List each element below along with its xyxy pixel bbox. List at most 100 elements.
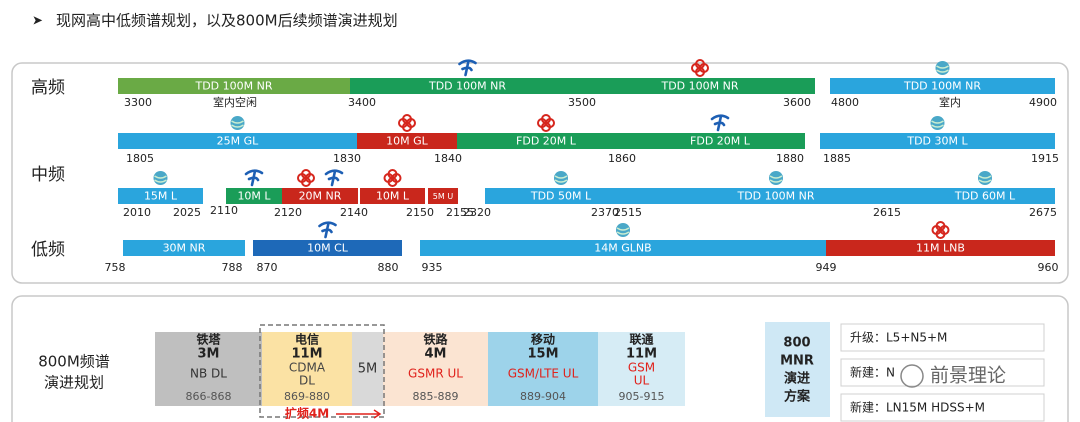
use: CDMA xyxy=(289,361,326,375)
scale-label: 2140 xyxy=(340,206,368,219)
spectrum-panel xyxy=(11,62,1069,284)
scale-label: 2010 xyxy=(123,206,151,219)
scale-label: 788 xyxy=(222,261,243,274)
band-bar xyxy=(118,188,203,204)
logo-part xyxy=(616,227,630,235)
unicom-logo xyxy=(398,114,416,132)
mobile-logo xyxy=(935,61,950,75)
logo-part xyxy=(301,177,311,187)
operator: 铁塔 xyxy=(196,332,221,347)
mobile-logo xyxy=(978,171,992,185)
range: 889-904 xyxy=(520,390,566,403)
plan-box xyxy=(765,322,830,417)
mobile-logo xyxy=(930,116,945,130)
band-label: FDD 20M L xyxy=(516,135,577,148)
size: 11M xyxy=(291,347,322,362)
extension-arrow xyxy=(336,409,382,419)
telecom-logo xyxy=(710,114,730,132)
band-label: TDD 100M NR xyxy=(194,80,272,93)
scale-label: 1885 xyxy=(823,152,851,165)
scale-label: 2370 xyxy=(591,206,619,219)
scale-label: 960 xyxy=(1038,261,1059,274)
scale-label: 1860 xyxy=(608,152,636,165)
spectrum-cell xyxy=(488,332,598,406)
scale-label: 3600 xyxy=(783,96,811,109)
use: UL xyxy=(634,374,650,388)
band-label: 25M GL xyxy=(217,135,260,148)
logo-part xyxy=(154,175,167,183)
mobile-logo xyxy=(230,116,245,130)
watermark: 前景理论 xyxy=(900,364,1006,388)
spectrum-cell xyxy=(598,332,685,406)
scale-label: 2615 xyxy=(873,206,901,219)
plan-option: 升级：L5+N5+M xyxy=(850,331,947,345)
bullet: ➤ xyxy=(32,14,43,29)
scale-label: 2110 xyxy=(210,204,238,217)
telecom-logo xyxy=(324,169,344,187)
band-bar xyxy=(350,78,585,94)
band-bar xyxy=(360,188,425,204)
watermark-text: 前景理论 xyxy=(930,365,1006,387)
logo-part xyxy=(554,175,568,183)
band-bar xyxy=(226,188,282,204)
scale-label: 2155 xyxy=(446,206,474,219)
scale-label: 1840 xyxy=(434,152,462,165)
scale-label: 935 xyxy=(422,261,443,274)
band-bar xyxy=(637,188,915,204)
band-label: TDD 60M L xyxy=(954,190,1016,203)
band-bar xyxy=(485,188,637,204)
scale-label: 2025 xyxy=(173,206,201,219)
telecom-logo xyxy=(458,59,477,77)
band-label: TDD 100M NR xyxy=(736,190,814,203)
band-bar xyxy=(635,133,805,149)
scale-label: 2320 xyxy=(463,206,491,219)
logo-part xyxy=(710,114,730,132)
scale-label: 2150 xyxy=(406,206,434,219)
unicom-logo xyxy=(931,221,950,239)
band-label: 10M L xyxy=(237,190,271,203)
band-label: TDD 100M NR xyxy=(660,80,738,93)
band-label: 20M NR xyxy=(299,190,342,203)
band-label: 10M CL xyxy=(307,242,349,255)
mobile-logo xyxy=(769,171,783,185)
scale-label: 2515 xyxy=(614,206,642,219)
band-label: TDD 100M NR xyxy=(903,80,981,93)
section-label: 演进规划 xyxy=(44,374,104,392)
scale-label: 949 xyxy=(816,261,837,274)
band-label: 5M U xyxy=(433,192,454,201)
operator: 电信 xyxy=(295,332,319,347)
unicom-logo xyxy=(383,169,402,187)
band-label: TDD 30M L xyxy=(906,135,968,148)
watermark-icon xyxy=(900,364,924,388)
band-label: 11M LNB xyxy=(916,242,965,255)
scale-label: 4800 xyxy=(831,96,859,109)
size: 11M xyxy=(626,347,657,362)
logo-part xyxy=(324,169,344,187)
operator: 移动 xyxy=(531,332,555,347)
plan-option-box xyxy=(840,393,1045,422)
logo-part xyxy=(978,175,992,183)
telecom-logo xyxy=(318,221,337,239)
plan-title: 方案 xyxy=(784,389,811,405)
row-label: 高频 xyxy=(31,78,65,98)
band-bar xyxy=(253,240,402,256)
logo-part xyxy=(541,122,551,132)
scale-label: 3300 xyxy=(124,96,152,109)
band-bar xyxy=(420,240,826,256)
scale-label: 3500 xyxy=(568,96,596,109)
band-bar xyxy=(357,133,457,149)
band-bar xyxy=(118,78,350,94)
extension-label: 扩频4M xyxy=(285,406,329,421)
extension-box xyxy=(259,324,385,418)
scale-label: 880 xyxy=(378,261,399,274)
unicom-logo xyxy=(691,59,709,77)
band-bar xyxy=(282,188,358,204)
size: 4M xyxy=(425,347,447,362)
scale-label: 1880 xyxy=(776,152,804,165)
scale-label: 1915 xyxy=(1031,152,1059,165)
band-label: 15M L xyxy=(144,190,178,203)
band-bar xyxy=(123,240,245,256)
band-bar xyxy=(585,78,815,94)
logo-part xyxy=(231,120,244,128)
logo-part xyxy=(695,67,705,77)
